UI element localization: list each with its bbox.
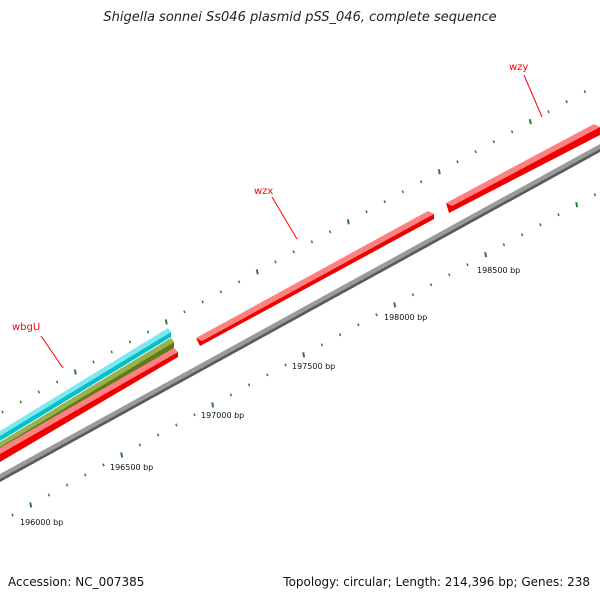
minor-tick (128, 340, 132, 344)
minor-tick (565, 100, 568, 104)
minor-tick (456, 160, 459, 164)
accession-text: Accession: NC_007385 (8, 575, 145, 589)
minor-tick (201, 300, 204, 304)
minor-tick (247, 383, 251, 387)
olive-feature-top (0, 338, 174, 447)
gene-label: wzx (254, 186, 273, 197)
major-tick (29, 502, 33, 508)
bp-label: 198500 bp (477, 266, 520, 275)
major-tick (120, 452, 124, 458)
minor-tick (383, 200, 386, 204)
minor-tick (274, 260, 277, 264)
leader-wbgU (40, 335, 64, 369)
backbone (0, 144, 600, 482)
bp-label: 198000 bp (384, 313, 427, 322)
topology-summary: Topology: circular; Length: 214,396 bp; … (283, 575, 590, 589)
minor-tick (219, 290, 223, 294)
backbone-line (0, 144, 600, 479)
minor-tick (284, 363, 287, 367)
minor-tick (266, 373, 269, 377)
bp-label: 196500 bp (110, 463, 153, 472)
minor-tick (583, 90, 587, 94)
minor-tick (193, 413, 196, 417)
gene-wbgU-top (0, 348, 178, 454)
minor-tick (320, 343, 324, 347)
minor-tick (375, 313, 378, 317)
major-tick (346, 219, 350, 225)
major-tick (73, 369, 77, 375)
gene-label: wzy (509, 62, 528, 73)
minor-tick (357, 323, 360, 327)
map-title: Shigella sonnei Ss046 plasmid pSS_046, c… (103, 10, 497, 25)
bp-label: 197000 bp (201, 411, 244, 420)
minor-tick (1, 410, 4, 414)
leader-wzy (523, 74, 543, 118)
bp-label: 197500 bp (292, 362, 335, 371)
cyan-feature (0, 332, 171, 441)
leader-wzx (271, 196, 298, 240)
minor-tick (401, 190, 405, 194)
gene-wbgU (0, 352, 178, 462)
minor-tick (365, 210, 368, 214)
minor-tick (510, 130, 514, 134)
major-tick (437, 169, 441, 175)
minor-tick (593, 193, 597, 197)
major-tick (393, 302, 397, 308)
gene-label: wbgU (12, 322, 40, 333)
bp-label: 196000 bp (20, 518, 63, 527)
minor-tick (102, 463, 105, 467)
minor-tick (502, 243, 506, 247)
gene-wzx (196, 214, 434, 346)
major-tick (484, 252, 488, 258)
bp-labels: 196000 bp 196500 bp 197000 bp 197500 bp … (20, 266, 520, 527)
minor-tick (474, 150, 477, 154)
minor-tick (557, 213, 560, 217)
major-tick (164, 319, 168, 325)
minor-tick (11, 513, 14, 517)
minor-tick (110, 350, 113, 354)
gene-labels: wbgU wzx wzy (12, 62, 528, 333)
minor-tick (183, 310, 186, 314)
major-tick (211, 402, 215, 408)
minor-tick (411, 293, 415, 297)
minor-tick (547, 110, 550, 114)
minor-tick (37, 390, 41, 394)
minor-tick (84, 473, 87, 477)
minor-tick (292, 250, 295, 254)
major-tick (575, 201, 579, 208)
gene-leaders (40, 74, 543, 369)
minor-tick (92, 360, 95, 364)
minor-tick (520, 233, 524, 237)
gene-wzx-top (196, 211, 434, 341)
minor-tick (429, 283, 433, 287)
major-tick (528, 119, 532, 125)
minor-tick (156, 433, 160, 437)
minor-tick (492, 140, 496, 144)
minor-tick (47, 493, 51, 497)
minor-tick (338, 333, 342, 337)
minor-tick (328, 230, 332, 234)
minor-tick (237, 280, 241, 284)
minor-tick (229, 393, 233, 397)
minor-tick (65, 483, 69, 487)
minor-tick (55, 380, 59, 384)
gene-features (0, 124, 600, 462)
minor-tick (448, 273, 451, 277)
tick-marks (1, 90, 597, 517)
minor-tick (310, 240, 314, 244)
cyan-feature-top (0, 328, 171, 436)
gene-wzy (446, 127, 600, 213)
major-tick (302, 352, 306, 358)
major-tick (255, 269, 259, 275)
minor-tick (419, 180, 423, 184)
minor-tick (539, 223, 542, 227)
minor-tick (175, 423, 178, 427)
gene-wzy-top (446, 124, 600, 206)
minor-tick (19, 400, 22, 404)
minor-tick (138, 443, 142, 447)
minor-tick (146, 330, 150, 334)
minor-tick (466, 263, 469, 267)
